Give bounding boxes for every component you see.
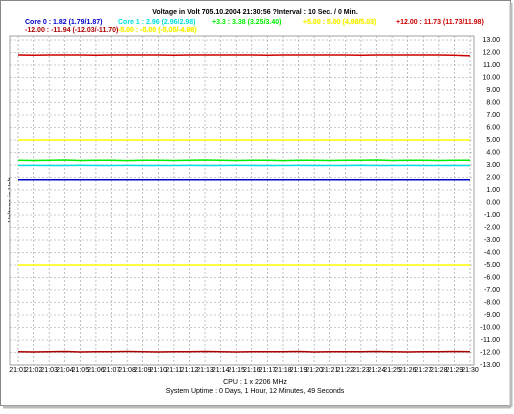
series-line [18,352,470,353]
y-tick-label: 7.00 [486,112,500,119]
legend-entry: +3.3 : 3.38 (3.25/3.40) [212,19,281,26]
y-tick-label: 12.00 [482,49,500,56]
y-tick-label: -12.00 [480,349,500,356]
legend-entry: Core 1 : 2.96 (2.96/2.98) [118,19,195,26]
series-line [18,160,470,161]
legend-entry: -12.00 : -11.94 (-12.03/-11.70) [25,27,118,34]
y-tick-label: -5.00 [484,262,500,269]
y-tick-label: 11.00 [483,62,500,69]
y-tick-label: 1.00 [486,187,500,194]
footer-text: CPU : 1 x 2206 MHz [223,379,287,386]
y-tick-label: 13.00 [482,37,500,44]
chart-title: Voltage in Volt 705.10.2004 21:30:56 ?In… [152,9,358,16]
footer-text: System Uptime : 0 Days, 1 Hour, 12 Minut… [166,388,345,395]
y-tick-label: -6.00 [484,274,500,281]
y-tick-label: -13.00 [480,362,500,369]
legend-entry: -5.00 : -5.00 (-5.05/-4.98) [118,27,197,34]
y-tick-label: -8.00 [484,299,500,306]
y-tick-label: -2.00 [484,224,500,231]
legend-entry: +12.00 : 11.73 (11.73/11.98) [396,19,484,26]
x-tick-label: 21:30 [461,367,479,374]
y-tick-label: -7.00 [484,287,500,294]
y-tick-label: -4.00 [484,249,500,256]
legend-entry: +5.00 : 5.00 (4.98/5.03) [303,19,376,26]
y-tick-label: 0.00 [486,199,500,206]
y-tick-label: -10.00 [480,324,500,331]
y-tick-label: 2.00 [486,174,500,181]
y-tick-label: -3.00 [484,237,500,244]
y-tick-label: 6.00 [486,124,500,131]
y-tick-label: 8.00 [486,99,500,106]
y-tick-label: 3.00 [486,162,500,169]
legend-entry: Core 0 : 1.82 (1.79/1.87) [25,19,102,26]
y-tick-label: 10.00 [482,74,500,81]
y-tick-label: -11.00 [481,337,500,344]
y-tick-label: 5.00 [486,137,500,144]
plot-area [10,36,474,365]
y-tick-label: -9.00 [484,312,500,319]
y-tick-label: 9.00 [486,87,500,94]
y-tick-label: -1.00 [484,212,500,219]
y-tick-label: 4.00 [486,149,500,156]
